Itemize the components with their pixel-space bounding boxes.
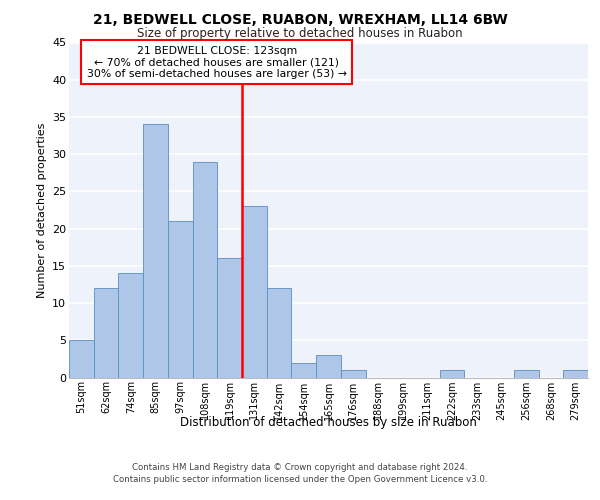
Y-axis label: Number of detached properties: Number of detached properties bbox=[37, 122, 47, 298]
Bar bbox=[217, 258, 242, 378]
Text: 21 BEDWELL CLOSE: 123sqm
← 70% of detached houses are smaller (121)
30% of semi-: 21 BEDWELL CLOSE: 123sqm ← 70% of detach… bbox=[87, 46, 347, 79]
Bar bbox=[316, 355, 341, 378]
Bar bbox=[118, 274, 143, 378]
Bar bbox=[267, 288, 292, 378]
Bar bbox=[242, 206, 267, 378]
Text: 21, BEDWELL CLOSE, RUABON, WREXHAM, LL14 6BW: 21, BEDWELL CLOSE, RUABON, WREXHAM, LL14… bbox=[92, 12, 508, 26]
Bar bbox=[341, 370, 365, 378]
Text: Contains public sector information licensed under the Open Government Licence v3: Contains public sector information licen… bbox=[113, 474, 487, 484]
Bar bbox=[143, 124, 168, 378]
Bar bbox=[69, 340, 94, 378]
Bar bbox=[292, 362, 316, 378]
Text: Contains HM Land Registry data © Crown copyright and database right 2024.: Contains HM Land Registry data © Crown c… bbox=[132, 464, 468, 472]
Bar bbox=[168, 221, 193, 378]
Text: Distribution of detached houses by size in Ruabon: Distribution of detached houses by size … bbox=[181, 416, 477, 429]
Bar bbox=[514, 370, 539, 378]
Bar bbox=[563, 370, 588, 378]
Bar bbox=[94, 288, 118, 378]
Bar bbox=[193, 162, 217, 378]
Text: Size of property relative to detached houses in Ruabon: Size of property relative to detached ho… bbox=[137, 28, 463, 40]
Bar bbox=[440, 370, 464, 378]
